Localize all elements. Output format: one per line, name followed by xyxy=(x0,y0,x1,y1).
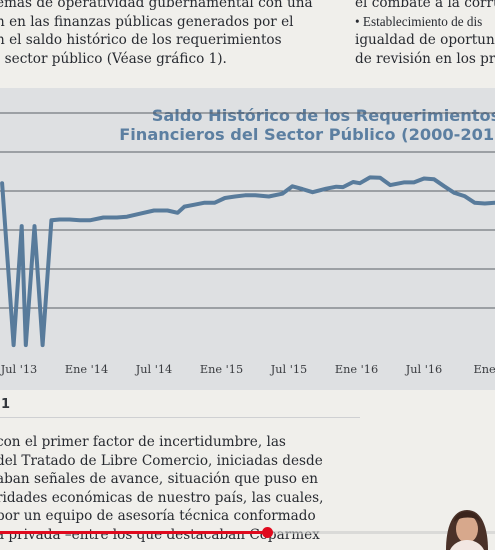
line-chart: Saldo Histórico de los Requerimientos Fi… xyxy=(0,106,495,376)
video-scrubber-handle[interactable] xyxy=(262,527,274,538)
text-line: l sector público (Véase gráfico 1). xyxy=(0,50,227,67)
text-line: del Tratado de Libre Comercio, iniciadas… xyxy=(0,452,323,469)
x-tick-label: Jul '16 xyxy=(405,363,443,376)
chart-title-line-1: Saldo Histórico de los Requerimientos xyxy=(152,106,495,125)
chart-x-axis: Jul '13 Ene '14 Jul '14 Ene '15 Jul '15 Ene '… xyxy=(0,363,495,376)
text-line: emas de operatividad gubernamental con u… xyxy=(0,0,313,11)
video-progress-bar[interactable] xyxy=(0,527,495,538)
text-line: ridades económicas de nuestro país, las … xyxy=(0,489,324,506)
figure-number: 1 xyxy=(1,397,11,412)
text-line: n en las finanzas públicas generados por… xyxy=(0,13,294,30)
text-line: aban señales de avance, situación que pu… xyxy=(0,471,318,487)
x-tick-label: Jul '15 xyxy=(270,363,308,376)
text-line: por un equipo de asesoría técnica confor… xyxy=(0,508,316,524)
text-line: a privada –entre los que destacaban Copa… xyxy=(0,526,320,543)
chart-figure: Saldo Histórico de los Requerimientos Fi… xyxy=(0,88,495,390)
text-line: n el saldo histórico de los requerimient… xyxy=(0,32,282,48)
text-line: el combate a la corru xyxy=(355,0,495,11)
text-line: de revisión en los pro xyxy=(355,50,495,67)
x-tick-label: Jul '13 xyxy=(0,363,37,376)
text-line: con el primer factor de incertidumbre, l… xyxy=(0,434,286,450)
x-tick-label: Ene '16 xyxy=(335,363,378,376)
chart-title-line-2: Financieros del Sector Público (2000-201… xyxy=(119,125,495,144)
left-column-top-text: emas de operatividad gubernamental con u… xyxy=(0,0,313,68)
chart-gridlines xyxy=(0,112,495,309)
x-tick-label: Ene '1 xyxy=(473,363,495,376)
text-line: • Establecimiento de dis xyxy=(355,13,483,29)
chart-series xyxy=(0,175,495,348)
text-line: igualdad de oportuni xyxy=(355,32,495,48)
right-column-top-text: el combate a la corru • Establecimiento … xyxy=(355,0,495,68)
figure-divider xyxy=(0,417,360,418)
x-tick-label: Ene '14 xyxy=(65,363,108,376)
x-tick-label: Ene '15 xyxy=(200,363,243,376)
x-tick-label: Jul '14 xyxy=(135,363,173,376)
presenter-thumbnail xyxy=(432,498,495,550)
left-column-bottom-text: con el primer factor de incertidumbre, l… xyxy=(0,433,324,544)
video-progress-fill xyxy=(0,531,268,534)
series-line xyxy=(0,175,495,348)
